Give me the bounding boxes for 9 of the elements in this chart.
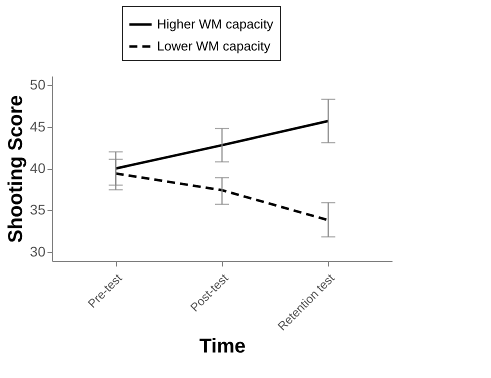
legend-label: Lower WM capacity — [157, 38, 271, 54]
legend-label: Higher WM capacity — [157, 16, 274, 32]
y-tick-label: 35 — [30, 202, 46, 218]
y-tick-label: 45 — [30, 118, 46, 134]
y-tick-label: 30 — [30, 243, 46, 260]
y-tick-label: 40 — [30, 160, 46, 176]
x-axis-title: Time — [199, 336, 246, 358]
y-axis-title: Shooting Score — [4, 95, 27, 243]
y-tick-label: 50 — [30, 76, 46, 93]
